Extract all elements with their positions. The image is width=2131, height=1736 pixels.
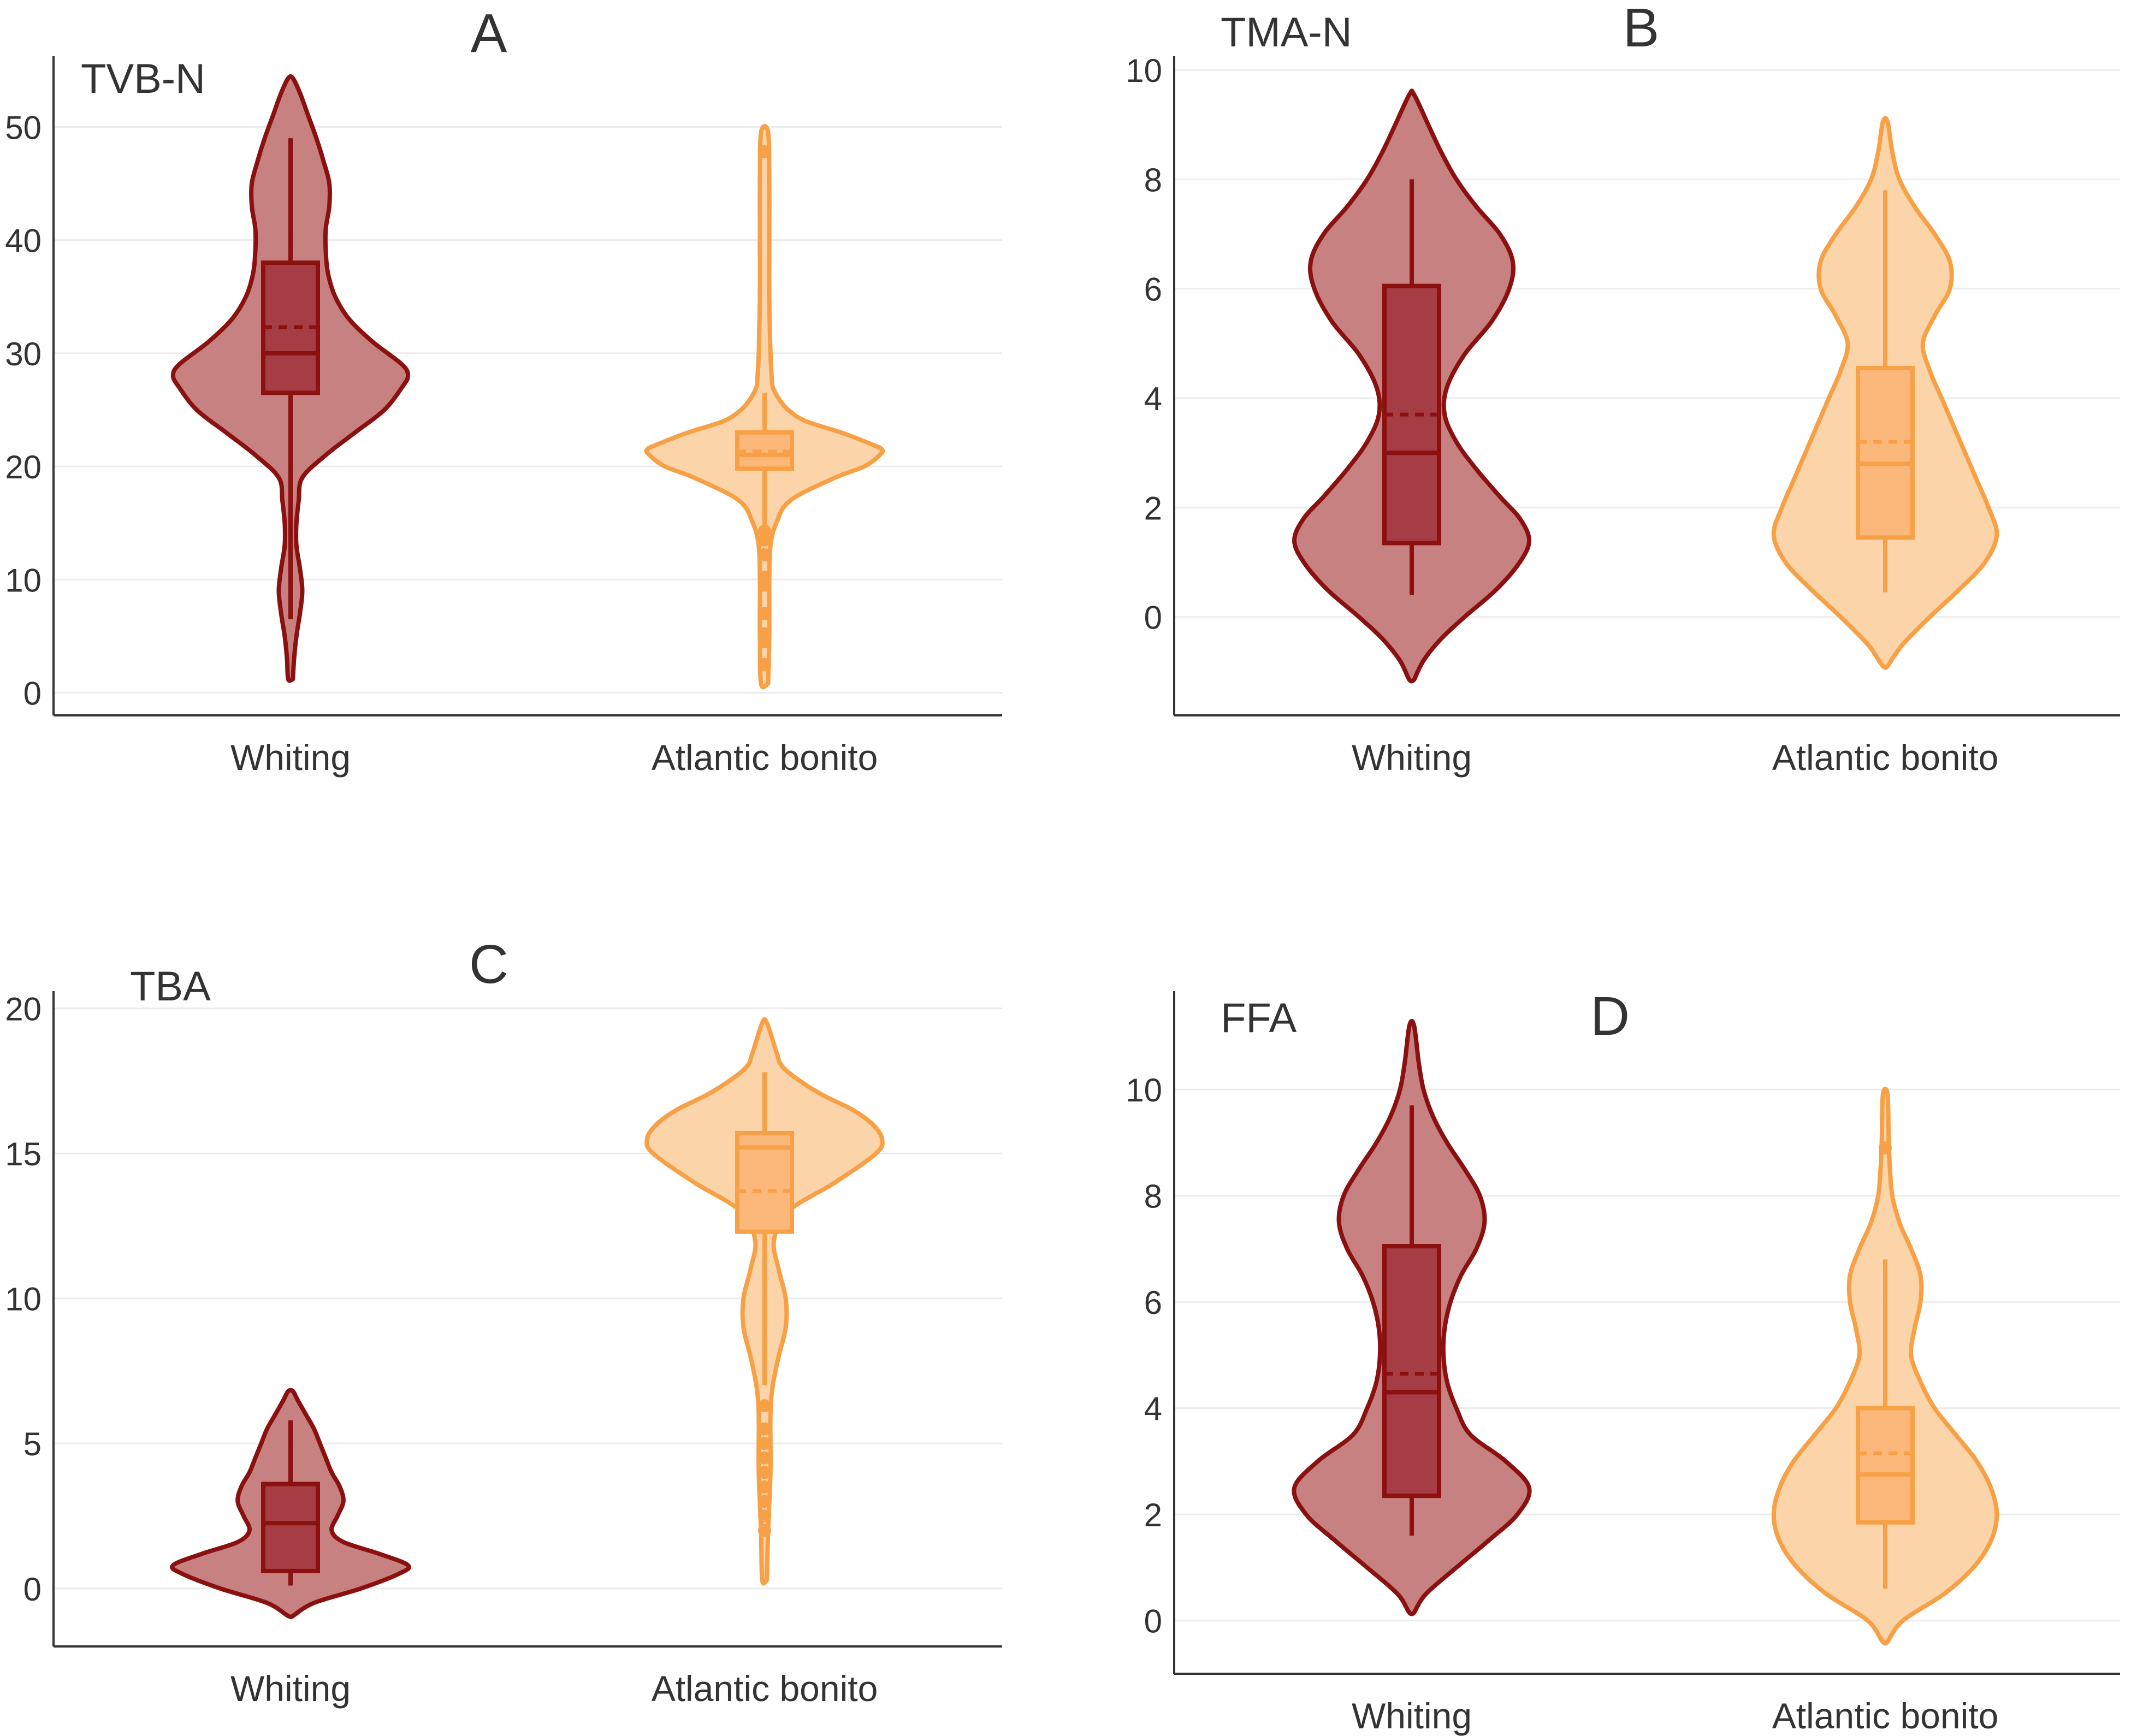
violin-atlantic-bonito — [1771, 116, 1999, 670]
panel-measure-label: TBA — [130, 963, 211, 1010]
x-tick-label: Whiting — [230, 1668, 351, 1709]
iqr-box — [1382, 1244, 1441, 1498]
outlier-point — [758, 1451, 771, 1465]
panel-letter: D — [1590, 986, 1630, 1047]
y-tick-label: 2 — [1144, 490, 1162, 526]
violin-whiting — [170, 1388, 411, 1619]
y-tick-label: 2 — [1144, 1497, 1162, 1533]
y-tick-label: 20 — [5, 991, 42, 1028]
outlier-point — [758, 1495, 771, 1508]
x-tick-label: Whiting — [1352, 737, 1472, 778]
x-tick-label: Atlantic bonito — [1772, 737, 1999, 778]
y-tick-label: 0 — [23, 676, 42, 712]
iqr-box — [1856, 1406, 1915, 1525]
y-tick-label: 8 — [1144, 1178, 1162, 1215]
y-tick-label: 40 — [5, 223, 42, 259]
y-tick-label: 5 — [23, 1426, 42, 1462]
panel-letter: C — [469, 934, 508, 995]
outlier-point — [758, 607, 771, 620]
y-tick-label: 10 — [1126, 1072, 1162, 1109]
violin-atlantic-bonito — [1771, 1086, 1999, 1646]
outlier-point — [758, 548, 771, 561]
violin-atlantic-bonito — [644, 124, 885, 690]
outlier-point — [758, 1509, 771, 1522]
x-tick-label: Whiting — [230, 737, 351, 778]
y-tick-label: 20 — [5, 449, 42, 485]
y-tick-label: 0 — [1144, 1603, 1162, 1640]
outlier-point — [758, 524, 771, 538]
iqr-box — [261, 1482, 320, 1573]
y-tick-label: 4 — [1144, 381, 1162, 417]
violin-whiting — [1292, 1018, 1532, 1616]
outlier-point — [758, 533, 771, 547]
x-tick-label: Atlantic bonito — [652, 1668, 878, 1709]
x-tick-label: Atlantic bonito — [1772, 1696, 1999, 1736]
panel-b: 0 2 4 6 8 10 Whiting Atlantic bonito B TMA-N — [1126, 0, 2120, 778]
x-tick-label: Atlantic bonito — [652, 737, 878, 778]
outlier-point — [758, 1524, 771, 1537]
y-tick-label: 10 — [5, 562, 42, 599]
y-tick-label: 8 — [1144, 162, 1162, 198]
y-tick-label: 0 — [1144, 600, 1162, 636]
y-tick-label: 0 — [23, 1571, 42, 1608]
y-tick-label: 6 — [1144, 271, 1162, 308]
y-tick-label: 30 — [5, 336, 42, 372]
outlier-point — [758, 571, 771, 584]
outlier-point — [758, 1422, 771, 1436]
x-tick-label: Whiting — [1352, 1696, 1472, 1736]
outlier-point — [758, 627, 771, 641]
outlier-point — [758, 1480, 771, 1494]
outlier-point — [758, 1466, 771, 1479]
outlier-point — [1879, 1141, 1892, 1155]
y-tick-label: 10 — [1126, 52, 1162, 89]
panel-measure-label: TMA-N — [1221, 9, 1352, 56]
y-tick-label: 50 — [5, 109, 42, 146]
panel-letter: A — [471, 3, 507, 64]
panel-measure-label: TVB-N — [81, 56, 205, 102]
outlier-point — [758, 1437, 771, 1450]
y-tick-label: 6 — [1144, 1284, 1162, 1321]
panel-c: 0 5 10 15 20 Whiting Atlantic bonito C TBA — [5, 934, 1002, 1709]
y-tick-label: 4 — [1144, 1391, 1162, 1427]
violin-whiting — [1292, 88, 1531, 684]
y-tick-label: 10 — [5, 1281, 42, 1318]
violin-whiting — [171, 74, 410, 683]
panel-letter: B — [1623, 0, 1660, 58]
panel-measure-label: FFA — [1221, 995, 1297, 1041]
y-tick-label: 15 — [5, 1136, 42, 1172]
violin-atlantic-bonito — [644, 1017, 885, 1586]
outlier-point — [758, 657, 771, 671]
iqr-box — [1856, 365, 1915, 540]
panel-a: 0 10 20 30 40 50 Whiting Atlantic bonito A TVB-N — [5, 3, 1002, 778]
outlier-point — [758, 1399, 771, 1413]
panel-d: 0 2 4 6 8 10 Whiting Atlantic bonito D FFA — [1126, 986, 2120, 1736]
outlier-point — [758, 145, 771, 158]
